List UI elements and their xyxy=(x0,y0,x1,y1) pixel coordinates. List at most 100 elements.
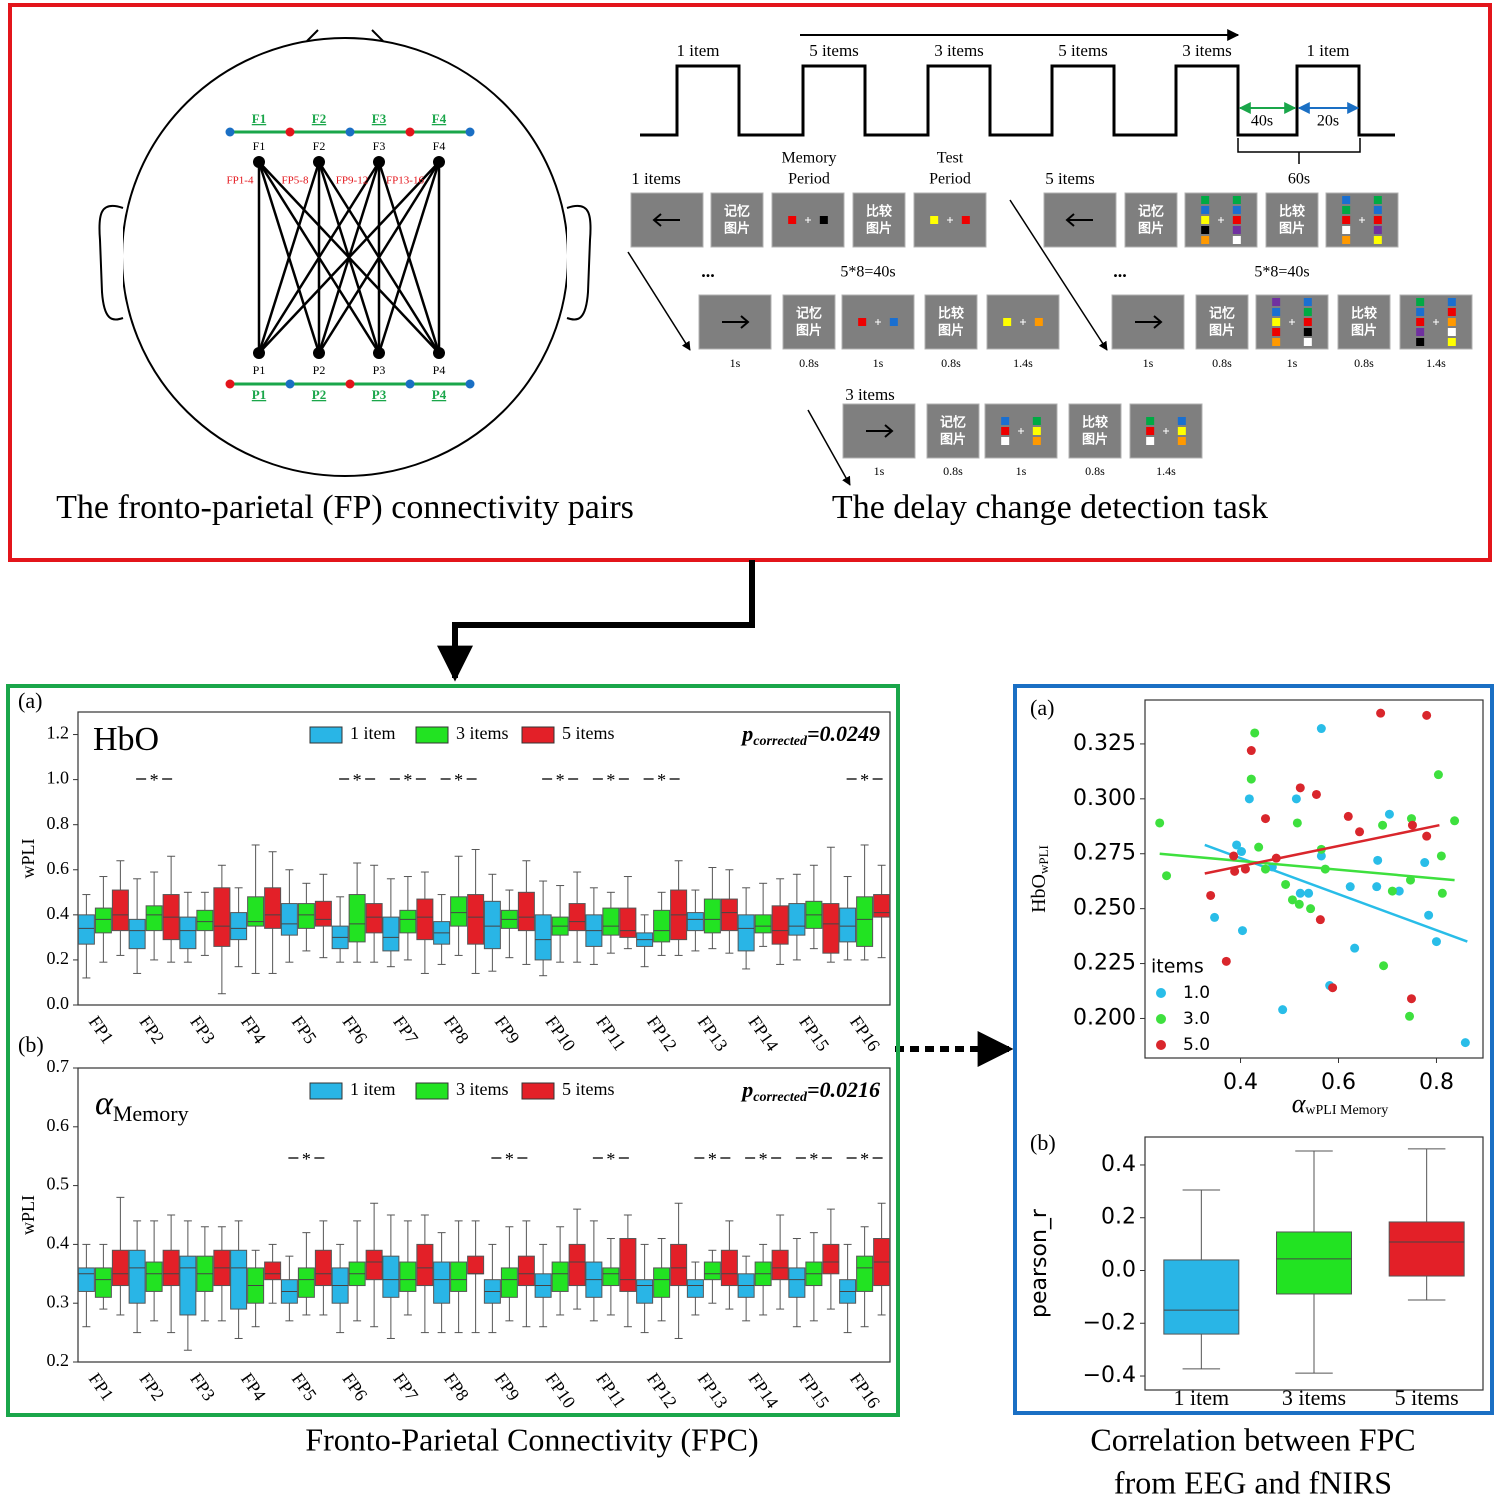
annotation-part: =0.0216 xyxy=(807,1077,880,1102)
stimulus xyxy=(1232,196,1241,204)
box xyxy=(433,1261,451,1304)
top-frame xyxy=(8,3,1492,562)
x-tick-label: FP10 xyxy=(541,1369,579,1412)
caption: from EEG and fNIRS xyxy=(1114,1464,1392,1500)
point xyxy=(1315,915,1325,925)
box xyxy=(873,894,891,918)
box xyxy=(230,1249,248,1310)
x-tick-label: FP14 xyxy=(744,1012,782,1055)
x-tick-label: FP1 xyxy=(85,1369,118,1404)
point xyxy=(1372,882,1382,892)
eeg-label: P2 xyxy=(313,363,326,377)
duration-label: 1.4s xyxy=(1426,356,1446,370)
point xyxy=(1406,875,1416,885)
electrode xyxy=(313,347,325,359)
annotation-part: =0.0249 xyxy=(807,721,880,746)
stimulus xyxy=(1272,308,1281,316)
significance-mark: * xyxy=(809,1149,818,1169)
electrode xyxy=(373,347,385,359)
screen-text: 图片 xyxy=(1209,323,1235,339)
stimulus xyxy=(1272,328,1281,336)
box xyxy=(517,1255,535,1287)
x-tick-label: FP3 xyxy=(186,1369,219,1404)
point xyxy=(1246,774,1256,784)
point xyxy=(1460,1038,1470,1048)
connection xyxy=(377,161,441,354)
y-tick-label: 0.325 xyxy=(1073,731,1136,756)
x-tick-label: FP4 xyxy=(237,1012,270,1047)
box xyxy=(94,1267,112,1298)
block-label: 5 items xyxy=(809,41,859,60)
caption: The fronto-parietal (FP) connectivity pa… xyxy=(56,489,634,526)
fnirs-label: F1 xyxy=(252,111,266,126)
fixation xyxy=(1163,428,1169,434)
point xyxy=(1355,827,1365,837)
eeg-label: F1 xyxy=(253,139,266,153)
stimulus xyxy=(858,318,867,326)
legend-label: 1 item xyxy=(350,1079,396,1099)
box xyxy=(213,887,231,947)
fpc-frame xyxy=(6,684,900,1417)
head xyxy=(121,37,569,477)
legend-label: 1.0 xyxy=(1183,983,1210,1003)
duration-label: 60s xyxy=(1288,171,1310,188)
chart-title: HbO xyxy=(93,721,159,758)
y-tick-label: 0.6 xyxy=(47,858,70,878)
eeg-label: F2 xyxy=(313,139,326,153)
significance-mark: * xyxy=(860,1149,869,1169)
x-tick-label: FP11 xyxy=(592,1369,630,1411)
box xyxy=(416,1243,434,1287)
point xyxy=(1229,851,1239,861)
stimulus xyxy=(1272,318,1281,326)
stimulus xyxy=(1201,196,1210,204)
optode xyxy=(405,127,415,137)
connection xyxy=(257,161,381,354)
annotation: pcorrected=0.0249 xyxy=(740,721,880,749)
stimulus xyxy=(1032,437,1041,445)
screen xyxy=(698,294,772,350)
point xyxy=(1436,851,1446,861)
repeat-label: 5*8=40s xyxy=(1254,264,1309,281)
fnirs-label: P4 xyxy=(432,387,447,402)
point xyxy=(1450,816,1460,826)
optode xyxy=(285,127,295,137)
box xyxy=(196,909,214,932)
stimulus xyxy=(1272,338,1281,346)
direction-arrow xyxy=(866,424,894,438)
box xyxy=(264,887,282,929)
point xyxy=(1155,818,1165,828)
caption: Correlation between FPC xyxy=(1090,1421,1415,1457)
y-tick-label: 0.2 xyxy=(47,948,70,968)
legend-label: 1 item xyxy=(350,723,396,743)
plot-area xyxy=(1144,1136,1484,1391)
significance-mark: * xyxy=(606,1149,615,1169)
box xyxy=(771,1249,789,1281)
box xyxy=(788,903,806,936)
ear-left xyxy=(98,204,124,321)
stimulus xyxy=(1447,298,1456,306)
point xyxy=(1406,814,1416,824)
optode xyxy=(405,379,415,389)
annotation-part: corrected xyxy=(753,734,808,749)
legend-label: 3 items xyxy=(456,723,509,743)
eeg-label: F4 xyxy=(433,139,446,153)
point xyxy=(1422,831,1432,841)
x-tick-label: FP9 xyxy=(491,1369,524,1404)
block-wave xyxy=(640,64,1395,137)
legend-swatch xyxy=(309,726,343,744)
stimulus xyxy=(1201,216,1210,224)
x-tick-label: 0.4 xyxy=(1223,1070,1258,1095)
connection xyxy=(257,161,321,354)
box xyxy=(280,903,298,936)
stimulus xyxy=(1032,417,1041,425)
screen xyxy=(710,192,764,248)
repeat-label: 5*8=40s xyxy=(840,264,895,281)
electrode xyxy=(433,156,445,168)
x-tick-label: FP5 xyxy=(288,1369,321,1404)
chart-title-part: α xyxy=(95,1085,114,1122)
direction-arrow xyxy=(1135,315,1163,329)
screen-text: 图片 xyxy=(1138,221,1164,237)
duration-label: 1.4s xyxy=(1156,464,1176,478)
box xyxy=(568,903,586,932)
point xyxy=(1246,746,1256,756)
